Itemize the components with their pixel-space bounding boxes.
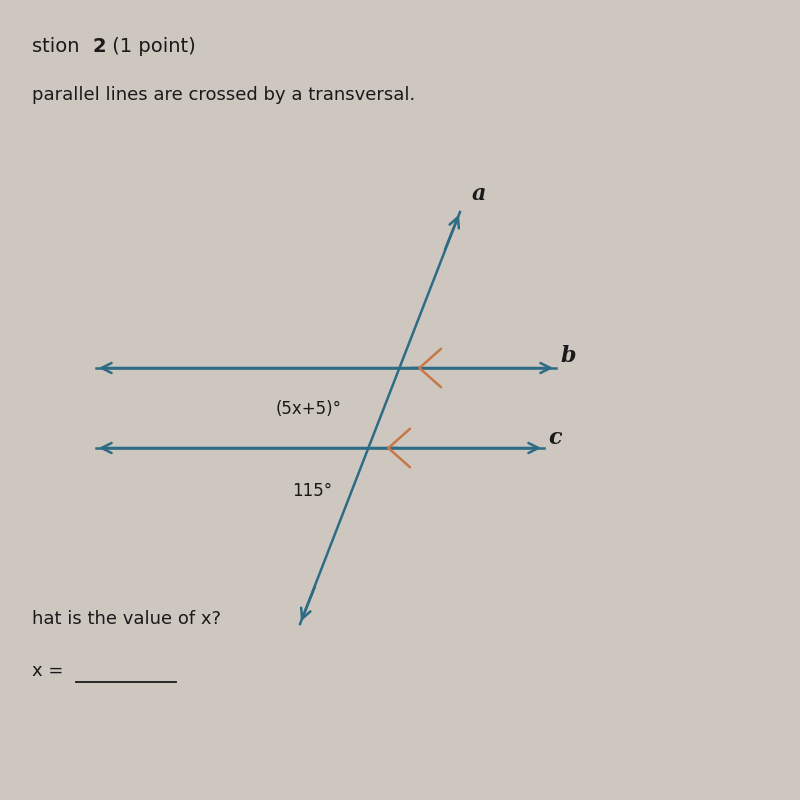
Text: hat is the value of x?: hat is the value of x? (32, 610, 221, 628)
Text: (1 point): (1 point) (106, 37, 195, 56)
Text: b: b (560, 345, 575, 366)
Text: parallel lines are crossed by a transversal.: parallel lines are crossed by a transver… (32, 86, 415, 104)
Text: a: a (472, 183, 486, 205)
Text: (5x+5)°: (5x+5)° (275, 400, 342, 418)
Text: 115°: 115° (292, 482, 333, 500)
Text: c: c (548, 427, 562, 449)
Text: stion: stion (32, 37, 86, 56)
Text: x =: x = (32, 662, 63, 680)
Text: 2: 2 (92, 37, 106, 56)
